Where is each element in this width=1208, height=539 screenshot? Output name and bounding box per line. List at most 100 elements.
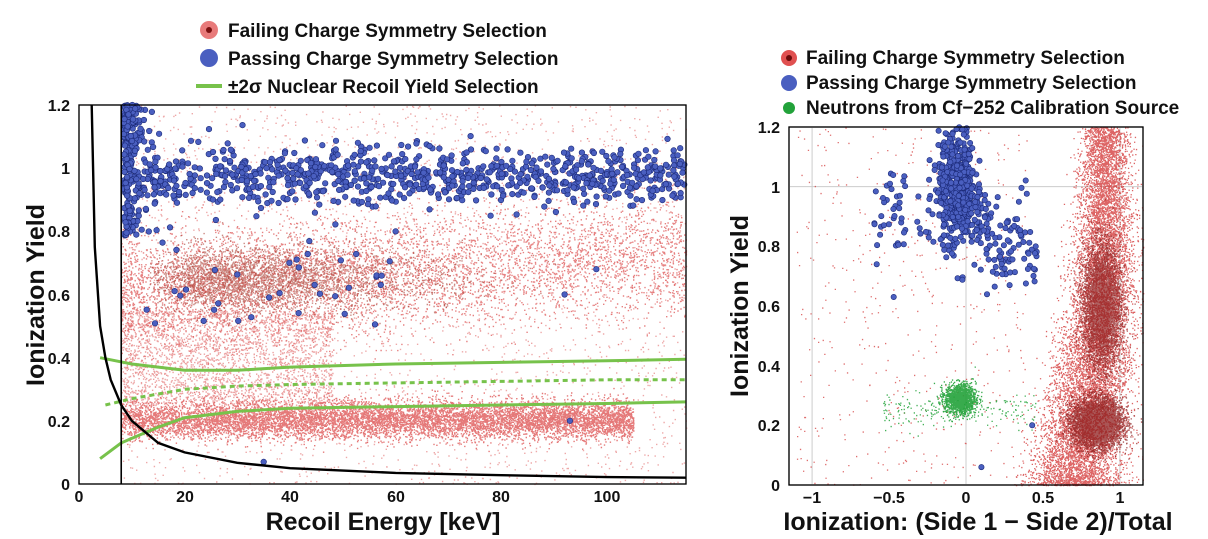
left-ytick-3: 0.6 bbox=[48, 288, 70, 305]
left-passing-point bbox=[615, 190, 622, 197]
left-passing-point bbox=[269, 188, 276, 196]
right-passing-point bbox=[973, 226, 980, 233]
left-passing-point bbox=[638, 197, 646, 204]
left-passing-point bbox=[593, 266, 600, 273]
left-passing-point bbox=[642, 147, 650, 154]
left-passing-point bbox=[375, 183, 383, 190]
right-passing-point bbox=[930, 238, 937, 245]
left-passing-point bbox=[677, 145, 684, 152]
left-passing-point bbox=[539, 184, 546, 191]
left-passing-point bbox=[135, 212, 142, 219]
left-passing-point bbox=[465, 174, 472, 182]
left-passing-point bbox=[141, 186, 148, 193]
left-passing-point bbox=[392, 228, 399, 235]
left-passing-point bbox=[562, 163, 569, 170]
left-passing-point bbox=[211, 306, 218, 313]
right-passing-point bbox=[957, 171, 964, 178]
right-passing-point bbox=[961, 146, 968, 153]
right-passing-point bbox=[957, 233, 964, 240]
left-passing-point bbox=[503, 162, 510, 169]
left-selection-mean-line bbox=[105, 378, 686, 407]
left-passing-point bbox=[493, 162, 500, 169]
left-passing-point bbox=[291, 180, 299, 187]
left-passing-point bbox=[142, 205, 149, 212]
left-passing-point bbox=[593, 193, 600, 200]
right-passing-point bbox=[954, 152, 961, 159]
left-x-ticks: 0 20 40 60 80 100 bbox=[75, 489, 621, 506]
left-ytick-0: 0 bbox=[61, 477, 70, 494]
left-passing-point bbox=[351, 168, 358, 175]
left-passing-point bbox=[523, 158, 530, 165]
left-passing-point bbox=[295, 264, 302, 271]
left-xtick-5: 100 bbox=[594, 489, 621, 506]
right-passing-point bbox=[972, 204, 979, 211]
left-passing-point bbox=[645, 153, 652, 160]
right-passing-point bbox=[1009, 256, 1016, 263]
left-failing-er-band bbox=[121, 138, 688, 428]
right-passing-point bbox=[902, 183, 909, 190]
left-passing-point bbox=[509, 191, 516, 198]
right-ytick-2: 0.4 bbox=[758, 359, 780, 376]
left-passing-point bbox=[560, 149, 568, 156]
left-passing-point bbox=[486, 169, 493, 176]
left-passing-point bbox=[662, 181, 669, 188]
right-passing-point bbox=[945, 139, 952, 146]
left-passing-point bbox=[144, 146, 151, 153]
left-passing-point bbox=[170, 177, 178, 184]
left-legend-failing-label: Failing Charge Symmetry Selection bbox=[228, 21, 547, 42]
right-passing-point bbox=[896, 205, 903, 212]
left-passing-point bbox=[473, 197, 480, 204]
left-legend: Failing Charge Symmetry Selection Passin… bbox=[196, 21, 559, 98]
right-passing-point bbox=[993, 203, 1000, 210]
left-passing-point bbox=[368, 183, 375, 191]
left-legend-passing-marker bbox=[200, 49, 218, 67]
right-passing-point bbox=[964, 182, 971, 189]
left-passing-point bbox=[527, 166, 535, 174]
right-passing-point bbox=[983, 291, 990, 298]
left-lines bbox=[90, 104, 687, 484]
left-passing-point bbox=[332, 146, 339, 153]
right-passing-point bbox=[952, 235, 959, 242]
left-passing-point bbox=[301, 137, 309, 144]
right-passing-point bbox=[890, 172, 897, 179]
left-passing-point bbox=[182, 286, 190, 293]
left-passing-point bbox=[390, 158, 398, 165]
left-passing-point bbox=[494, 183, 501, 190]
left-passing-point bbox=[562, 179, 570, 186]
left-y-ticks: 0 0.2 0.4 0.6 0.8 1 1.2 bbox=[48, 98, 70, 494]
right-passing-point bbox=[941, 246, 948, 253]
right-passing-point bbox=[878, 213, 885, 220]
left-passing-point bbox=[671, 173, 678, 180]
left-passing-point bbox=[679, 169, 686, 176]
right-y-ticks: 0 0.2 0.4 0.6 0.8 1 1.2 bbox=[758, 120, 780, 495]
left-passing-point bbox=[586, 172, 593, 179]
left-passing-point bbox=[420, 169, 427, 176]
left-passing-point bbox=[388, 163, 395, 170]
left-passing-point bbox=[243, 178, 251, 185]
left-ytick-2: 0.4 bbox=[48, 351, 70, 368]
right-passing-point bbox=[968, 238, 975, 245]
left-passing-point bbox=[427, 186, 434, 193]
left-passing-point bbox=[488, 163, 495, 170]
right-xtick-0: −1 bbox=[803, 490, 821, 507]
left-passing-point bbox=[371, 321, 379, 328]
right-passing-point bbox=[1015, 198, 1022, 205]
left-passing-point bbox=[121, 151, 128, 158]
right-passing-point bbox=[962, 206, 969, 213]
left-xtick-2: 40 bbox=[281, 489, 299, 506]
left-passing-point bbox=[437, 169, 444, 176]
left-passing-point bbox=[377, 281, 384, 289]
left-passing-point bbox=[291, 149, 298, 157]
left-passing-point bbox=[165, 184, 172, 192]
left-passing-point bbox=[121, 115, 128, 123]
left-passing-point bbox=[483, 176, 490, 183]
left-passing-point bbox=[619, 182, 627, 189]
right-passing-point bbox=[955, 202, 962, 209]
right-passing-point bbox=[900, 229, 907, 236]
left-legend-passing-label: Passing Charge Symmetry Selection bbox=[228, 49, 559, 70]
left-passing-point bbox=[480, 184, 487, 191]
right-passing-point bbox=[981, 214, 988, 221]
left-passing-point bbox=[253, 213, 260, 220]
right-passing-point bbox=[972, 198, 979, 205]
left-passing-point bbox=[209, 148, 217, 156]
